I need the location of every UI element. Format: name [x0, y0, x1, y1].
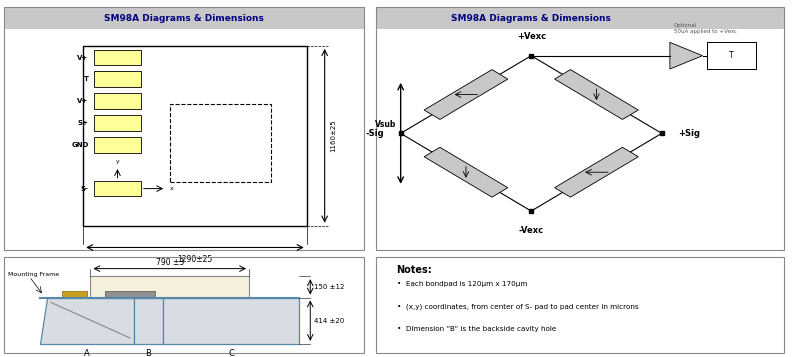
Bar	[94, 50, 141, 65]
Text: C: C	[228, 349, 234, 357]
Text: -Vexc: -Vexc	[519, 226, 544, 235]
Text: •  (x,y) coordinates, from center of S- pad to pad center in microns: • (x,y) coordinates, from center of S- p…	[397, 303, 638, 310]
Text: V+: V+	[78, 55, 89, 61]
Bar	[105, 291, 155, 297]
Bar	[94, 71, 141, 87]
Bar	[376, 7, 784, 29]
Text: 1160±25: 1160±25	[331, 120, 337, 152]
Text: y: y	[116, 159, 120, 164]
Text: S-: S-	[81, 186, 89, 192]
Bar	[94, 181, 141, 196]
Text: S+: S+	[78, 120, 89, 126]
Text: A: A	[84, 349, 89, 357]
Bar	[162, 297, 299, 344]
Bar	[706, 42, 756, 69]
Bar	[554, 70, 638, 120]
Text: SM98A Diagrams & Dimensions: SM98A Diagrams & Dimensions	[451, 14, 611, 22]
Text: Notes:: Notes:	[397, 265, 432, 275]
Bar	[4, 7, 364, 29]
Bar	[169, 104, 271, 182]
Bar	[94, 93, 141, 109]
Text: Optional
50uA applied to +Vexc: Optional 50uA applied to +Vexc	[674, 23, 737, 34]
Bar	[94, 137, 141, 153]
Bar	[424, 147, 508, 197]
Text: Mounting Frame: Mounting Frame	[8, 272, 59, 277]
Text: T: T	[729, 51, 733, 60]
Text: T: T	[84, 76, 89, 82]
Bar	[90, 276, 249, 297]
Bar	[94, 115, 141, 131]
Text: +Vexc: +Vexc	[516, 32, 546, 41]
Bar	[424, 70, 508, 120]
Text: •  Each bondpad is 120μm x 170μm: • Each bondpad is 120μm x 170μm	[397, 281, 527, 287]
Bar	[62, 291, 87, 297]
Text: V+: V+	[78, 98, 89, 104]
Text: SM98A Diagrams & Dimensions: SM98A Diagrams & Dimensions	[105, 14, 264, 22]
Bar	[83, 46, 307, 226]
Text: 150 ±12: 150 ±12	[314, 284, 345, 290]
Bar	[134, 297, 162, 344]
Text: x: x	[169, 186, 173, 191]
Text: B: B	[145, 349, 151, 357]
Text: -Sig: -Sig	[366, 129, 384, 138]
Text: +Sig: +Sig	[678, 129, 700, 138]
Polygon shape	[670, 42, 703, 69]
Text: •  Dimension “B” is the backside cavity hole: • Dimension “B” is the backside cavity h…	[397, 326, 556, 332]
Bar	[554, 147, 638, 197]
Text: Vsub: Vsub	[375, 120, 397, 129]
Text: 790 ±3: 790 ±3	[155, 258, 184, 267]
Polygon shape	[40, 297, 134, 344]
Text: 1290±25: 1290±25	[177, 255, 212, 264]
Text: 414 ±20: 414 ±20	[314, 318, 344, 324]
Text: GND: GND	[71, 142, 89, 148]
